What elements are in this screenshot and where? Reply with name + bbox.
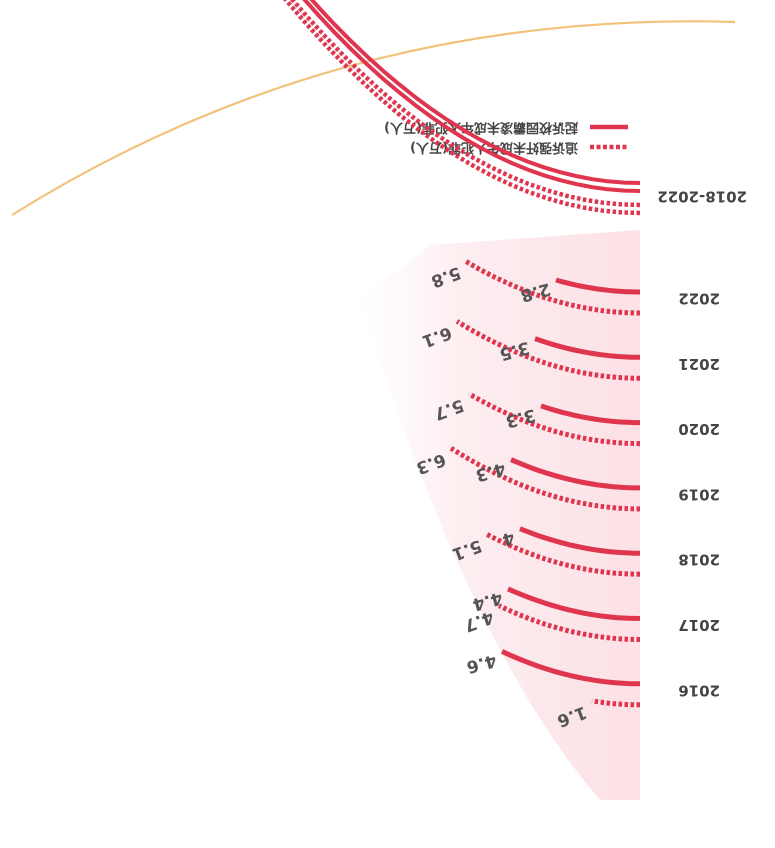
bar-total-not-prosecuted-2 bbox=[283, 0, 641, 216]
bar-prosecuted-2021 bbox=[534, 336, 640, 360]
year-label-2019: 2019 bbox=[678, 485, 720, 503]
bar-not-prosecuted-2021 bbox=[455, 319, 641, 381]
background-fan bbox=[360, 230, 640, 800]
bars-group bbox=[283, 0, 641, 708]
bar-not-prosecuted-2022 bbox=[464, 259, 641, 316]
year-label-total: 2018-2022 bbox=[657, 188, 747, 206]
accent-arc bbox=[11, 20, 736, 216]
bar-prosecuted-2020 bbox=[540, 403, 640, 426]
bar-prosecuted-2019 bbox=[510, 457, 640, 491]
bar-prosecuted-2016 bbox=[500, 649, 641, 687]
year-label-2018: 2018 bbox=[678, 551, 720, 569]
bar-total-prosecuted-1 bbox=[309, 0, 641, 185]
bar-not-prosecuted-2020 bbox=[467, 391, 641, 447]
year-label-2021: 2021 bbox=[678, 355, 720, 373]
bar-prosecuted-2022 bbox=[555, 277, 640, 295]
bar-prosecuted-2017 bbox=[507, 586, 641, 621]
bar-total-prosecuted-2 bbox=[302, 0, 641, 193]
value-label-prosecuted-2018: 4 bbox=[500, 527, 517, 549]
value-label-prosecuted-2016: 4.6 bbox=[464, 650, 498, 677]
year-label-2022: 2022 bbox=[678, 290, 720, 308]
bar-not-prosecuted-2019 bbox=[449, 446, 641, 512]
bar-not-prosecuted-2018 bbox=[485, 532, 641, 577]
year-label-2017: 2017 bbox=[678, 616, 720, 634]
bar-not-prosecuted-2016 bbox=[591, 698, 640, 708]
bar-prosecuted-2018 bbox=[519, 526, 640, 556]
year-label-2016: 2016 bbox=[678, 681, 720, 699]
bar-total-not-prosecuted-1 bbox=[289, 0, 641, 208]
year-label-2020: 2020 bbox=[678, 420, 720, 438]
bar-not-prosecuted-2017 bbox=[497, 603, 641, 642]
